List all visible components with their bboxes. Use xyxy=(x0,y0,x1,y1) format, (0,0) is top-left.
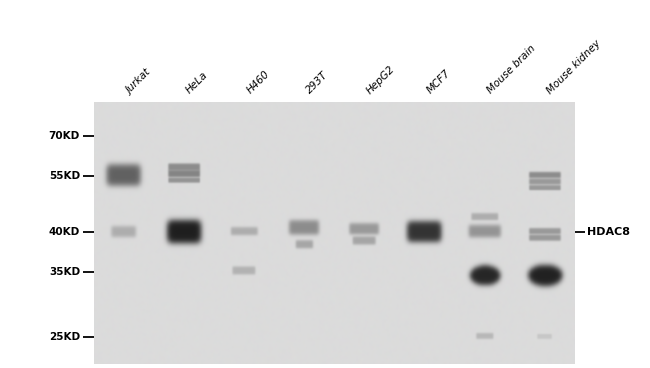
Text: MCF7: MCF7 xyxy=(425,68,452,96)
Text: Mouse brain: Mouse brain xyxy=(485,43,537,96)
Text: 40KD: 40KD xyxy=(49,227,80,237)
Text: 25KD: 25KD xyxy=(49,332,80,342)
Text: HepG2: HepG2 xyxy=(365,64,397,96)
Text: H460: H460 xyxy=(244,69,271,96)
Text: HeLa: HeLa xyxy=(185,70,210,96)
Text: 70KD: 70KD xyxy=(49,131,80,141)
Text: Jurkat: Jurkat xyxy=(124,67,153,96)
Text: 35KD: 35KD xyxy=(49,266,80,277)
Text: 293T: 293T xyxy=(305,70,330,96)
Text: Mouse kidney: Mouse kidney xyxy=(545,38,603,96)
Text: HDAC8: HDAC8 xyxy=(587,227,630,237)
Text: 55KD: 55KD xyxy=(49,171,80,181)
